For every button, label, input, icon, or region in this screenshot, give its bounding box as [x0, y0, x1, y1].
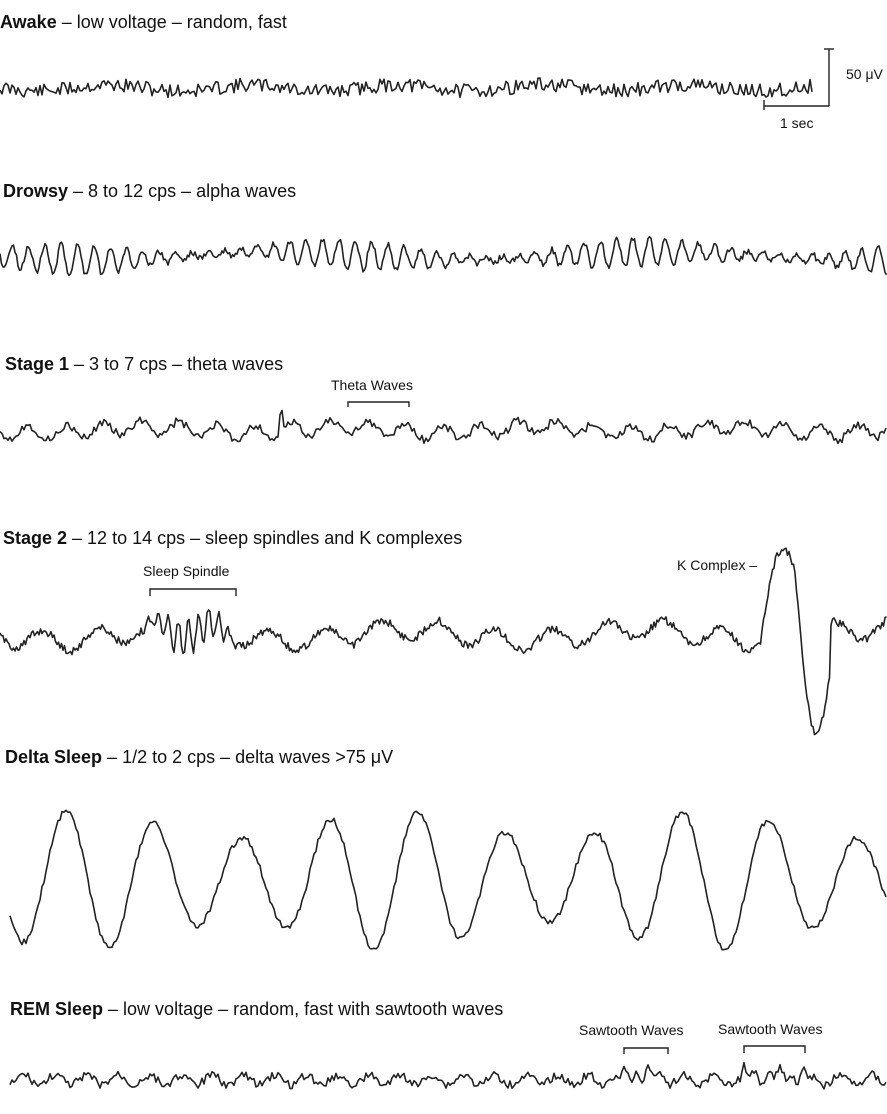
- theta-waves-label: Theta Waves: [331, 377, 413, 393]
- awake-title: Awake – low voltage – random, fast: [0, 12, 287, 32]
- amplitude-scale-label: 50 μV: [846, 66, 883, 82]
- stage1-title: Stage 1 – 3 to 7 cps – theta waves: [5, 354, 284, 374]
- stage-name: Stage 2: [3, 528, 68, 548]
- stage-description: 3 to 7 cps – theta waves: [89, 354, 284, 374]
- stage1-eeg-trace: [0, 409, 887, 445]
- stage2-title: Stage 2 – 12 to 14 cps – sleep spindles …: [3, 528, 463, 548]
- stage-description: 1/2 to 2 cps – delta waves >75 μV: [122, 747, 394, 767]
- stage-description: 8 to 12 cps – alpha waves: [88, 181, 297, 201]
- drowsy-eeg-trace: [0, 235, 887, 277]
- stage-name: REM Sleep: [10, 999, 104, 1019]
- stage-name: Stage 1: [5, 354, 70, 374]
- sawtooth-waves-label-1: Sawtooth Waves: [579, 1022, 684, 1038]
- delta-title: Delta Sleep – 1/2 to 2 cps – delta waves…: [5, 747, 394, 767]
- delta-eeg-trace: [9, 809, 887, 951]
- time-scale-label: 1 sec: [780, 115, 814, 131]
- stage-name: Delta Sleep: [5, 747, 103, 767]
- stage-name: Awake: [0, 12, 57, 32]
- sleep-spindle-label: Sleep Spindle: [143, 563, 230, 579]
- stage-description: low voltage – random, fast: [76, 12, 287, 32]
- k-complex-label: K Complex –: [677, 557, 758, 573]
- rem-eeg-trace: [9, 1062, 887, 1090]
- awake-eeg-trace: [0, 77, 813, 99]
- stage-name: Drowsy: [3, 181, 69, 201]
- drowsy-title: Drowsy – 8 to 12 cps – alpha waves: [3, 181, 297, 201]
- stage-description: low voltage – random, fast with sawtooth…: [123, 999, 504, 1019]
- sawtooth-waves-label-2: Sawtooth Waves: [718, 1021, 823, 1037]
- stage2-eeg-trace: [0, 547, 887, 736]
- rem-title: REM Sleep – low voltage – random, fast w…: [10, 999, 504, 1019]
- stage-description: 12 to 14 cps – sleep spindles and K comp…: [87, 528, 463, 548]
